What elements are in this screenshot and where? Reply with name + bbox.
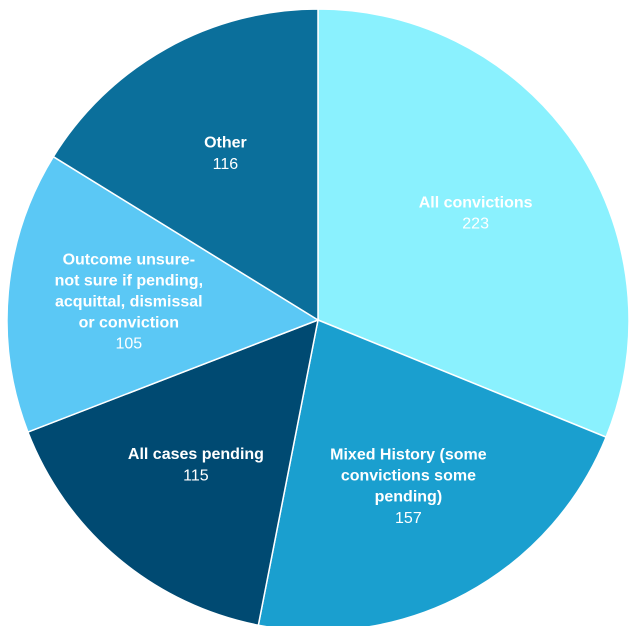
- pie-slice: [52, 8, 319, 322]
- label-line: Mixed History (some: [330, 447, 487, 464]
- slice-value: 115: [183, 467, 209, 484]
- pie-slice: [317, 8, 630, 439]
- pie-slice: [6, 155, 320, 434]
- label-line: acquittal, dismissal: [55, 294, 203, 311]
- label-line: convictions some: [341, 468, 476, 485]
- label-line: not sure if pending,: [55, 273, 203, 290]
- slice-label: Other: [204, 135, 247, 152]
- label-line: or conviction: [79, 315, 179, 332]
- label-line: Outcome unsure-: [63, 252, 195, 269]
- slice-label: Outcome unsure-not sure if pending, acqui…: [55, 252, 203, 332]
- label-line: pending): [375, 489, 443, 506]
- label-line: All convictions: [419, 195, 533, 212]
- label-line: All cases pending: [128, 446, 264, 463]
- pie-slice: [26, 318, 319, 627]
- slice-label: Mixed History (some convictions some pendi…: [330, 447, 487, 506]
- slice-value: 116: [213, 156, 239, 173]
- slice-label: All cases pending: [128, 446, 264, 463]
- label-line: Other: [204, 135, 247, 152]
- slice-label: All convictions: [419, 195, 533, 212]
- slice-value: 157: [395, 510, 422, 527]
- slice-value: 105: [115, 336, 142, 353]
- slice-value: 223: [462, 216, 489, 233]
